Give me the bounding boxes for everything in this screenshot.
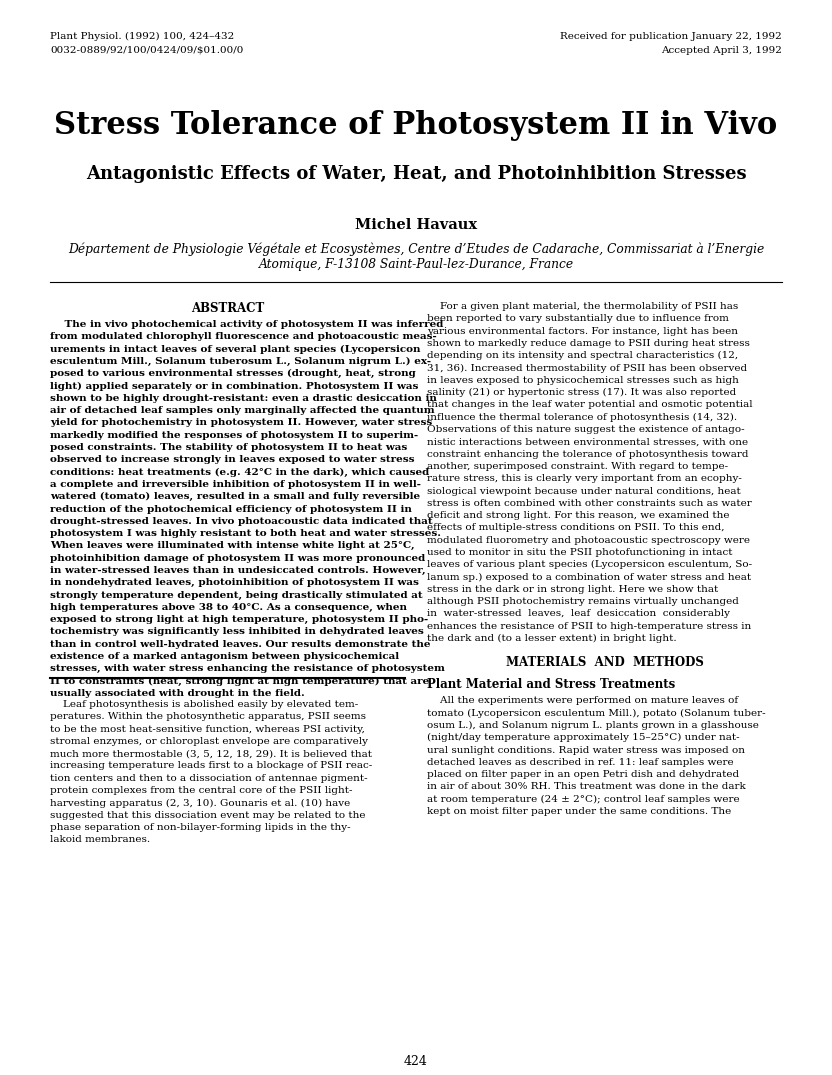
Text: 0032-0889/92/100/0424/09/$01.00/0: 0032-0889/92/100/0424/09/$01.00/0 xyxy=(50,46,244,55)
Text: to be the most heat-sensitive function, whereas PSI activity,: to be the most heat-sensitive function, … xyxy=(50,725,365,733)
Text: stresses, with water stress enhancing the resistance of photosystem: stresses, with water stress enhancing th… xyxy=(50,664,445,673)
Text: although PSII photochemistry remains virtually unchanged: although PSII photochemistry remains vir… xyxy=(427,598,739,606)
Text: esculentum Mill., Solanum tuberosum L., Solanum nigrum L.) ex-: esculentum Mill., Solanum tuberosum L., … xyxy=(50,357,431,367)
Text: much more thermostable (3, 5, 12, 18, 29). It is believed that: much more thermostable (3, 5, 12, 18, 29… xyxy=(50,749,372,758)
Text: stress is often combined with other constraints such as water: stress is often combined with other cons… xyxy=(427,499,752,507)
Text: Atomique, F-13108 Saint-Paul-lez-Durance, France: Atomique, F-13108 Saint-Paul-lez-Durance… xyxy=(259,258,573,271)
Text: reduction of the photochemical efficiency of photosystem II in: reduction of the photochemical efficienc… xyxy=(50,504,412,514)
Text: in water-stressed leaves than in undesiccated controls. However,: in water-stressed leaves than in undesic… xyxy=(50,567,426,575)
Text: stromal enzymes, or chloroplast envelope are comparatively: stromal enzymes, or chloroplast envelope… xyxy=(50,736,368,746)
Text: a complete and irreversible inhibition of photosystem II in well-: a complete and irreversible inhibition o… xyxy=(50,479,421,489)
Text: Plant Material and Stress Treatments: Plant Material and Stress Treatments xyxy=(427,678,676,691)
Text: effects of multiple-stress conditions on PSII. To this end,: effects of multiple-stress conditions on… xyxy=(427,524,725,532)
Text: photosystem I was highly resistant to both heat and water stresses.: photosystem I was highly resistant to bo… xyxy=(50,529,441,539)
Text: Stress Tolerance of Photosystem II in Vivo: Stress Tolerance of Photosystem II in Vi… xyxy=(54,110,778,141)
Text: watered (tomato) leaves, resulted in a small and fully reversible: watered (tomato) leaves, resulted in a s… xyxy=(50,492,420,501)
Text: Antagonistic Effects of Water, Heat, and Photoinhibition Stresses: Antagonistic Effects of Water, Heat, and… xyxy=(86,164,746,183)
Text: peratures. Within the photosynthetic apparatus, PSII seems: peratures. Within the photosynthetic app… xyxy=(50,713,366,721)
Text: than in control well-hydrated leaves. Our results demonstrate the: than in control well-hydrated leaves. Ou… xyxy=(50,640,430,649)
Text: posed constraints. The stability of photosystem II to heat was: posed constraints. The stability of phot… xyxy=(50,443,407,452)
Text: usually associated with drought in the field.: usually associated with drought in the f… xyxy=(50,689,305,698)
Text: modulated fluorometry and photoacoustic spectroscopy were: modulated fluorometry and photoacoustic … xyxy=(427,535,750,545)
Text: the dark and (to a lesser extent) in bright light.: the dark and (to a lesser extent) in bri… xyxy=(427,634,676,643)
Text: exposed to strong light at high temperature, photosystem II pho-: exposed to strong light at high temperat… xyxy=(50,615,428,625)
Text: nistic interactions between environmental stresses, with one: nistic interactions between environmenta… xyxy=(427,438,748,446)
Text: tion centers and then to a dissociation of antennae pigment-: tion centers and then to a dissociation … xyxy=(50,774,368,783)
Text: detached leaves as described in ref. 11: leaf samples were: detached leaves as described in ref. 11:… xyxy=(427,758,734,766)
Text: markedly modified the responses of photosystem II to superim-: markedly modified the responses of photo… xyxy=(50,431,418,440)
Text: shown to markedly reduce damage to PSII during heat stress: shown to markedly reduce damage to PSII … xyxy=(427,339,750,348)
Text: Plant Physiol. (1992) 100, 424–432: Plant Physiol. (1992) 100, 424–432 xyxy=(50,32,235,41)
Text: II to constraints (heat, strong light at high temperature) that are: II to constraints (heat, strong light at… xyxy=(50,676,429,686)
Text: light) applied separately or in combination. Photosystem II was: light) applied separately or in combinat… xyxy=(50,382,418,390)
Text: tochemistry was significantly less inhibited in dehydrated leaves: tochemistry was significantly less inhib… xyxy=(50,628,423,636)
Text: osum L.), and Solanum nigrum L. plants grown in a glasshouse: osum L.), and Solanum nigrum L. plants g… xyxy=(427,721,759,730)
Text: salinity (21) or hypertonic stress (17). It was also reported: salinity (21) or hypertonic stress (17).… xyxy=(427,388,736,398)
Text: been reported to vary substantially due to influence from: been reported to vary substantially due … xyxy=(427,314,729,324)
Text: Observations of this nature suggest the existence of antago-: Observations of this nature suggest the … xyxy=(427,425,745,434)
Text: posed to various environmental stresses (drought, heat, strong: posed to various environmental stresses … xyxy=(50,369,416,378)
Text: in nondehydrated leaves, photoinhibition of photosystem II was: in nondehydrated leaves, photoinhibition… xyxy=(50,578,418,587)
Text: All the experiments were performed on mature leaves of: All the experiments were performed on ma… xyxy=(427,697,738,705)
Text: influence the thermal tolerance of photosynthesis (14, 32).: influence the thermal tolerance of photo… xyxy=(427,413,737,421)
Text: Département de Physiologie Végétale et Ecosystèmes, Centre d’Etudes de Cadarache: Département de Physiologie Végétale et E… xyxy=(68,242,764,256)
Text: protein complexes from the central core of the PSII light-: protein complexes from the central core … xyxy=(50,786,353,795)
Text: conditions: heat treatments (e.g. 42°C in the dark), which caused: conditions: heat treatments (e.g. 42°C i… xyxy=(50,468,429,476)
Text: observed to increase strongly in leaves exposed to water stress: observed to increase strongly in leaves … xyxy=(50,456,414,464)
Text: in air of about 30% RH. This treatment was done in the dark: in air of about 30% RH. This treatment w… xyxy=(427,783,745,791)
Text: When leaves were illuminated with intense white light at 25°C,: When leaves were illuminated with intens… xyxy=(50,542,414,550)
Text: constraint enhancing the tolerance of photosynthesis toward: constraint enhancing the tolerance of ph… xyxy=(427,449,749,459)
Text: lakoid membranes.: lakoid membranes. xyxy=(50,835,150,844)
Text: from modulated chlorophyll fluorescence and photoacoustic meas-: from modulated chlorophyll fluorescence … xyxy=(50,332,437,341)
Text: another, superimposed constraint. With regard to tempe-: another, superimposed constraint. With r… xyxy=(427,462,728,471)
Text: lanum sp.) exposed to a combination of water stress and heat: lanum sp.) exposed to a combination of w… xyxy=(427,573,751,582)
Text: phase separation of non-bilayer-forming lipids in the thy-: phase separation of non-bilayer-forming … xyxy=(50,823,350,832)
Text: in  water-stressed  leaves,  leaf  desiccation  considerably: in water-stressed leaves, leaf desiccati… xyxy=(427,610,730,618)
Text: depending on its intensity and spectral characteristics (12,: depending on its intensity and spectral … xyxy=(427,352,738,360)
Text: strongly temperature dependent, being drastically stimulated at: strongly temperature dependent, being dr… xyxy=(50,590,423,600)
Text: increasing temperature leads first to a blockage of PSII reac-: increasing temperature leads first to a … xyxy=(50,761,372,771)
Text: various environmental factors. For instance, light has been: various environmental factors. For insta… xyxy=(427,327,738,335)
Text: air of detached leaf samples only marginally affected the quantum: air of detached leaf samples only margin… xyxy=(50,406,434,415)
Text: in leaves exposed to physicochemical stresses such as high: in leaves exposed to physicochemical str… xyxy=(427,376,739,385)
Text: urements in intact leaves of several plant species (Lycopersicon: urements in intact leaves of several pla… xyxy=(50,345,420,354)
Text: at room temperature (24 ± 2°C); control leaf samples were: at room temperature (24 ± 2°C); control … xyxy=(427,794,740,804)
Text: ABSTRACT: ABSTRACT xyxy=(191,302,264,315)
Text: tomato (Lycopersicon esculentum Mill.), potato (Solanum tuber-: tomato (Lycopersicon esculentum Mill.), … xyxy=(427,708,765,718)
Text: deficit and strong light. For this reason, we examined the: deficit and strong light. For this reaso… xyxy=(427,511,730,520)
Text: used to monitor in situ the PSII photofunctioning in intact: used to monitor in situ the PSII photofu… xyxy=(427,548,732,557)
Text: siological viewpoint because under natural conditions, heat: siological viewpoint because under natur… xyxy=(427,487,740,496)
Text: yield for photochemistry in photosystem II. However, water stress: yield for photochemistry in photosystem … xyxy=(50,418,433,428)
Text: The in vivo photochemical activity of photosystem II was inferred: The in vivo photochemical activity of ph… xyxy=(50,320,443,329)
Text: photoinhibition damage of photosystem II was more pronounced: photoinhibition damage of photosystem II… xyxy=(50,554,425,562)
Text: Accepted April 3, 1992: Accepted April 3, 1992 xyxy=(661,46,782,55)
Text: drought-stressed leaves. In vivo photoacoustic data indicated that: drought-stressed leaves. In vivo photoac… xyxy=(50,517,433,526)
Text: existence of a marked antagonism between physicochemical: existence of a marked antagonism between… xyxy=(50,653,399,661)
Text: Michel Havaux: Michel Havaux xyxy=(355,218,477,232)
Text: high temperatures above 38 to 40°C. As a consequence, when: high temperatures above 38 to 40°C. As a… xyxy=(50,603,407,612)
Text: MATERIALS  AND  METHODS: MATERIALS AND METHODS xyxy=(506,657,703,670)
Text: shown to be highly drought-resistant: even a drastic desiccation in: shown to be highly drought-resistant: ev… xyxy=(50,393,437,403)
Text: placed on filter paper in an open Petri dish and dehydrated: placed on filter paper in an open Petri … xyxy=(427,770,739,779)
Text: 31, 36). Increased thermostability of PSII has been observed: 31, 36). Increased thermostability of PS… xyxy=(427,363,747,373)
Text: harvesting apparatus (2, 3, 10). Gounaris et al. (10) have: harvesting apparatus (2, 3, 10). Gounari… xyxy=(50,799,350,807)
Text: that changes in the leaf water potential and osmotic potential: that changes in the leaf water potential… xyxy=(427,400,753,410)
Text: suggested that this dissociation event may be related to the: suggested that this dissociation event m… xyxy=(50,811,365,820)
Text: enhances the resistance of PSII to high-temperature stress in: enhances the resistance of PSII to high-… xyxy=(427,621,751,631)
Text: Received for publication January 22, 1992: Received for publication January 22, 199… xyxy=(560,32,782,41)
Text: kept on moist filter paper under the same conditions. The: kept on moist filter paper under the sam… xyxy=(427,807,731,816)
Text: ural sunlight conditions. Rapid water stress was imposed on: ural sunlight conditions. Rapid water st… xyxy=(427,746,745,755)
Text: rature stress, this is clearly very important from an ecophy-: rature stress, this is clearly very impo… xyxy=(427,474,742,483)
Text: For a given plant material, the thermolability of PSII has: For a given plant material, the thermola… xyxy=(427,302,738,311)
Text: 424: 424 xyxy=(404,1055,428,1067)
Text: Leaf photosynthesis is abolished easily by elevated tem-: Leaf photosynthesis is abolished easily … xyxy=(50,700,359,710)
Text: (night/day temperature approximately 15–25°C) under nat-: (night/day temperature approximately 15–… xyxy=(427,733,740,743)
Text: leaves of various plant species (Lycopersicon esculentum, So-: leaves of various plant species (Lycoper… xyxy=(427,560,752,570)
Text: stress in the dark or in strong light. Here we show that: stress in the dark or in strong light. H… xyxy=(427,585,718,593)
